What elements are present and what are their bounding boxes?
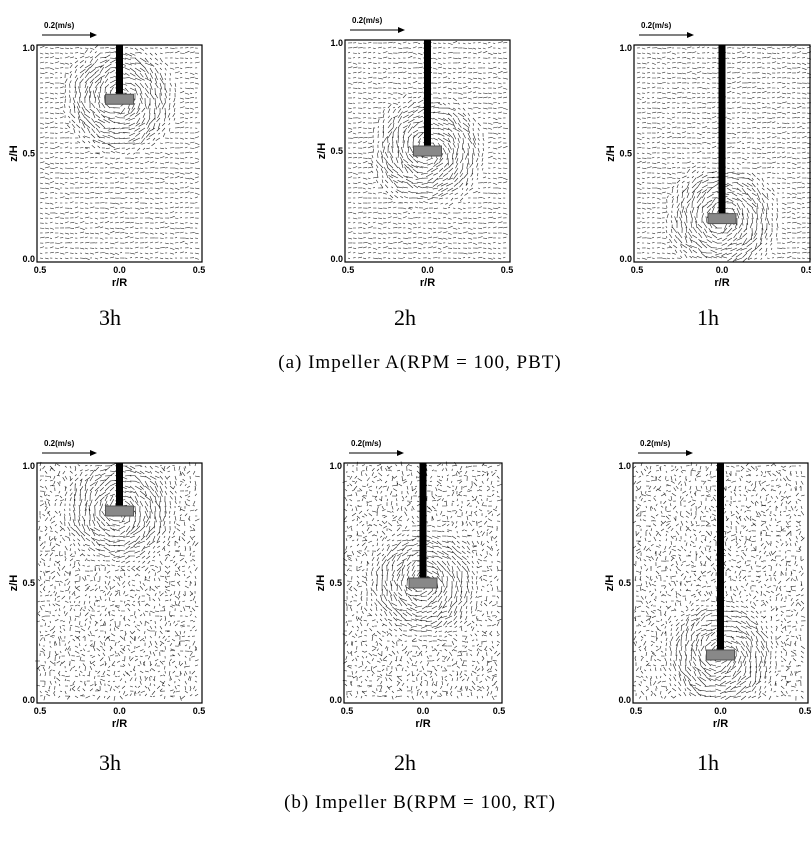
x-axis-label: r/R — [713, 718, 728, 730]
y-axis-label: z/H — [604, 575, 616, 592]
impeller — [105, 93, 134, 105]
scale-label: 0.2(m/s) — [44, 439, 75, 448]
y-tick-label: 1.0 — [329, 461, 342, 471]
y-tick-label: 0.0 — [22, 695, 35, 705]
figure-caption: (b) Impeller B(RPM = 100, RT) — [284, 792, 556, 813]
scale-arrowhead — [90, 450, 97, 456]
x-axis-label: r/R — [112, 277, 127, 289]
panel-label: 2h — [394, 750, 416, 775]
shaft — [717, 463, 724, 655]
panel-label: 2h — [394, 305, 416, 330]
x-tick-label: 0.0 — [417, 706, 430, 716]
x-tick-label: 0.5 — [799, 706, 811, 716]
y-tick-label: 0.5 — [329, 578, 342, 588]
scale-arrowhead — [90, 32, 97, 38]
impeller — [105, 505, 134, 517]
y-tick-label: 1.0 — [618, 461, 631, 471]
impeller — [706, 649, 735, 661]
panel-label: 3h — [99, 305, 121, 330]
impeller — [707, 213, 737, 225]
x-tick-label: 0.5 — [501, 265, 514, 275]
x-tick-label: 0.0 — [421, 265, 434, 275]
x-tick-label: 0.0 — [714, 706, 727, 716]
x-tick-label: 0.0 — [113, 265, 126, 275]
y-tick-label: 1.0 — [22, 461, 35, 471]
scale-label: 0.2(m/s) — [641, 21, 672, 30]
vector-field — [636, 46, 811, 263]
scale-label: 0.2(m/s) — [640, 439, 671, 448]
y-axis-label: z/H — [8, 575, 20, 592]
shaft — [116, 463, 123, 511]
y-tick-label: 0.0 — [618, 695, 631, 705]
y-tick-label: 0.5 — [330, 146, 343, 156]
vector-field — [347, 41, 508, 260]
x-tick-label: 0.5 — [801, 265, 811, 275]
scale-arrowhead — [397, 450, 404, 456]
scale-label: 0.2(m/s) — [352, 16, 383, 25]
y-tick-label: 1.0 — [22, 43, 35, 53]
vector-field — [632, 462, 806, 701]
y-tick-label: 0.5 — [22, 149, 35, 159]
vector-field — [342, 461, 502, 701]
x-tick-label: 0.5 — [342, 265, 355, 275]
x-axis-label: r/R — [415, 718, 430, 730]
y-tick-label: 0.0 — [619, 254, 632, 264]
x-tick-label: 0.5 — [34, 706, 47, 716]
y-tick-label: 0.5 — [22, 578, 35, 588]
panel-label: 1h — [697, 750, 719, 775]
x-axis-label: r/R — [112, 718, 127, 730]
y-tick-label: 0.0 — [330, 254, 343, 264]
x-tick-label: 0.0 — [113, 706, 126, 716]
x-axis-label: r/R — [714, 277, 729, 289]
y-axis-label: z/H — [315, 575, 327, 592]
shaft — [116, 45, 123, 100]
panel-label: 3h — [99, 750, 121, 775]
scale-label: 0.2(m/s) — [351, 439, 382, 448]
shaft — [424, 40, 431, 151]
x-tick-label: 0.5 — [193, 265, 206, 275]
scale-arrowhead — [687, 32, 694, 38]
x-tick-label: 0.5 — [34, 265, 47, 275]
x-tick-label: 0.5 — [193, 706, 206, 716]
figure-caption: (a) Impeller A(RPM = 100, PBT) — [278, 352, 561, 373]
y-tick-label: 1.0 — [619, 43, 632, 53]
x-tick-label: 0.0 — [716, 265, 729, 275]
panel-label: 1h — [697, 305, 719, 330]
scale-arrowhead — [686, 450, 693, 456]
shaft — [718, 45, 726, 219]
y-tick-label: 0.5 — [618, 578, 631, 588]
x-tick-label: 0.5 — [630, 706, 643, 716]
y-axis-label: z/H — [316, 143, 328, 160]
x-axis-label: r/R — [420, 277, 435, 289]
y-axis-label: z/H — [605, 145, 617, 162]
x-tick-label: 0.5 — [341, 706, 354, 716]
x-tick-label: 0.5 — [631, 265, 644, 275]
scale-label: 0.2(m/s) — [44, 21, 75, 30]
impeller — [408, 577, 438, 589]
impeller — [413, 145, 442, 157]
y-axis-label: z/H — [8, 145, 20, 162]
x-tick-label: 0.5 — [493, 706, 506, 716]
shaft — [419, 463, 427, 583]
y-tick-label: 0.0 — [22, 254, 35, 264]
scale-arrowhead — [398, 27, 405, 33]
y-tick-label: 0.5 — [619, 149, 632, 159]
y-tick-label: 1.0 — [330, 38, 343, 48]
y-tick-label: 0.0 — [329, 695, 342, 705]
